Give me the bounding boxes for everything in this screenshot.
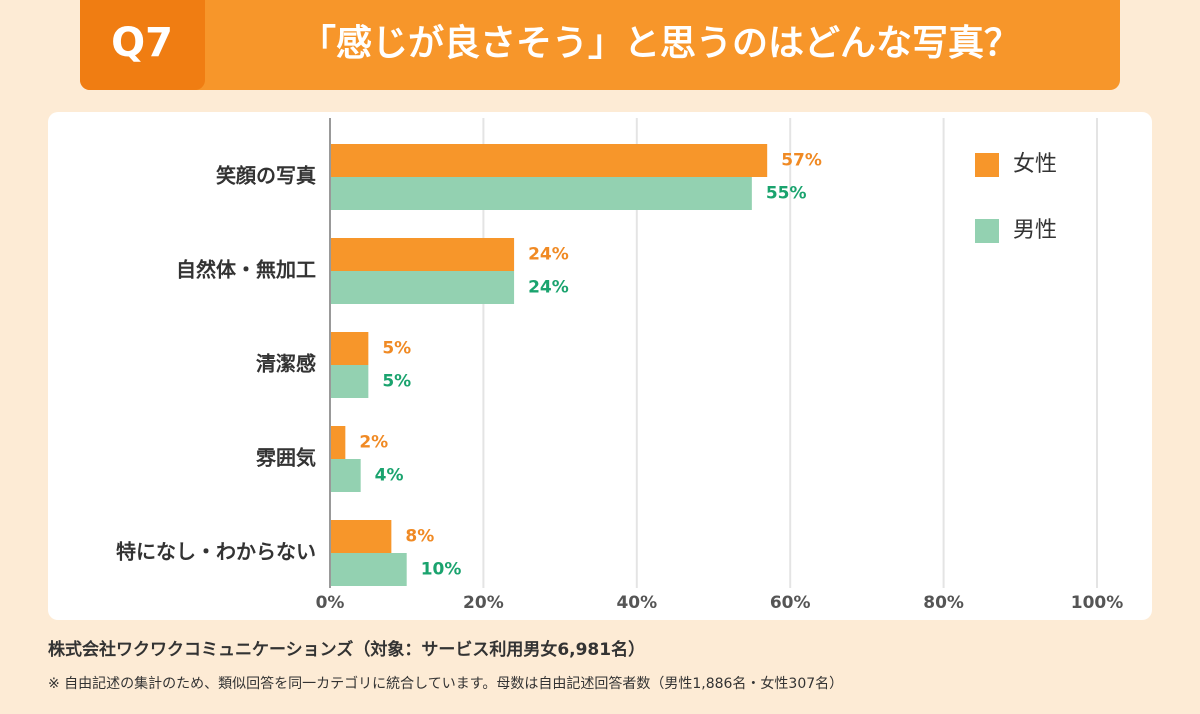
x-tick-label: 100% xyxy=(1071,593,1124,613)
header-title: 「感じが良さそう」と思うのはどんな写真？ xyxy=(300,23,1020,64)
value-label: 10% xyxy=(421,560,462,580)
bar xyxy=(330,426,346,459)
bar xyxy=(330,144,768,177)
bar xyxy=(330,177,752,210)
y-tick-label: 自然体・無加工 xyxy=(176,258,316,282)
header-number: Q7 xyxy=(111,20,173,66)
header-bar xyxy=(80,0,1120,90)
legend-label: 女性 xyxy=(1013,152,1057,177)
value-label: 5% xyxy=(382,372,411,392)
value-label: 5% xyxy=(382,339,411,359)
value-label: 4% xyxy=(375,466,404,486)
value-label: 24% xyxy=(528,245,569,265)
note: ※ 自由記述の集計のため、類似回答を同一カテゴリに統合しています。母数は自由記述… xyxy=(48,675,843,692)
y-tick-label: 笑顔の写真 xyxy=(216,164,316,188)
legend-swatch xyxy=(975,219,999,243)
y-tick-label: 清潔感 xyxy=(256,352,316,376)
bar xyxy=(330,459,361,492)
x-tick-label: 0% xyxy=(316,593,345,613)
bar xyxy=(330,365,369,398)
x-tick-label: 80% xyxy=(923,593,964,613)
x-tick-label: 20% xyxy=(463,593,504,613)
bar xyxy=(330,520,392,553)
bar xyxy=(330,238,515,271)
legend-label: 男性 xyxy=(1013,218,1057,243)
value-label: 8% xyxy=(405,527,434,547)
header-number-box xyxy=(80,0,205,90)
bar xyxy=(330,271,515,304)
value-label: 55% xyxy=(766,184,807,204)
y-tick-label: 雰囲気 xyxy=(256,446,316,470)
chart-panel xyxy=(48,112,1152,620)
x-tick-label: 60% xyxy=(770,593,811,613)
y-tick-label: 特になし・わからない xyxy=(116,540,316,564)
value-label: 2% xyxy=(359,433,388,453)
x-tick-label: 40% xyxy=(616,593,657,613)
source: 株式会社ワクワクコミュニケーションズ（対象：サービス利用男女6,981名） xyxy=(48,639,645,660)
value-label: 57% xyxy=(781,151,822,171)
bar xyxy=(330,332,369,365)
legend-swatch xyxy=(975,153,999,177)
bar xyxy=(330,553,407,586)
value-label: 24% xyxy=(528,278,569,298)
